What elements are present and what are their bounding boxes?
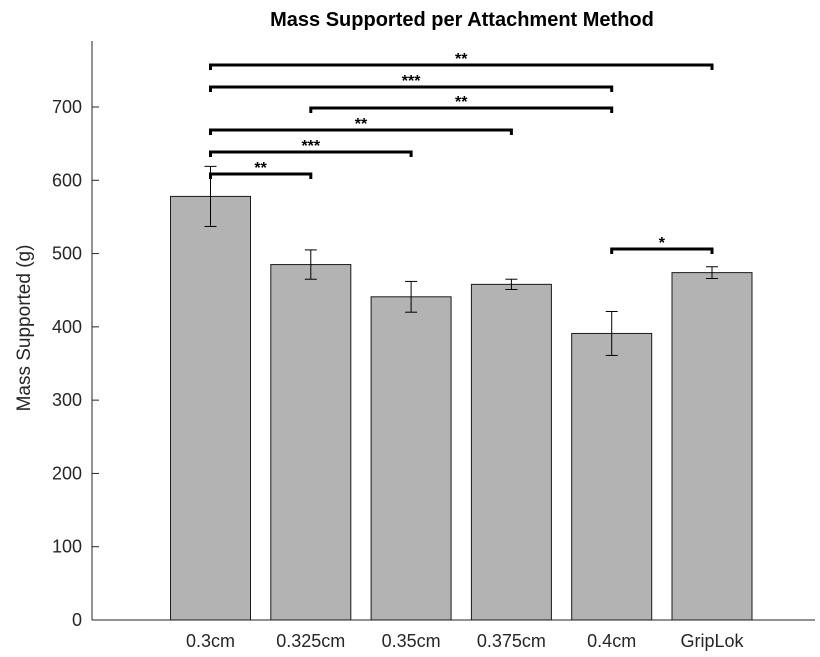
y-tick-label: 500 (52, 244, 82, 264)
x-tick-label: 0.325cm (276, 631, 345, 651)
significance-bracket (209, 128, 513, 135)
bar (571, 332, 653, 621)
x-tick-label: 0.3cm (186, 631, 235, 651)
x-tick-label: 0.375cm (477, 631, 546, 651)
significance-bracket (209, 172, 313, 179)
y-tick-label: 300 (52, 390, 82, 410)
significance-bracket (309, 106, 614, 113)
y-tick-label: 100 (52, 537, 82, 557)
chart-title: Mass Supported per Attachment Method (270, 9, 654, 31)
y-tick-label: 400 (52, 317, 82, 337)
bar (671, 272, 753, 621)
significance-label: ** (254, 160, 267, 177)
bar (470, 283, 552, 621)
significance-label: ** (455, 94, 468, 111)
significance-bracket (209, 150, 413, 157)
bar (170, 195, 251, 621)
y-tick-label: 600 (52, 170, 82, 190)
significance-label: ** (355, 116, 368, 133)
significance-label: *** (301, 138, 320, 155)
significance-label: * (659, 235, 666, 252)
significance-bracket (209, 63, 714, 70)
y-tick-label: 700 (52, 97, 82, 117)
y-axis-label: Mass Supported (g) (14, 245, 35, 412)
significance-bracket (610, 247, 714, 254)
significance-bracket (209, 85, 614, 92)
y-tick-label: 0 (72, 610, 82, 630)
bar (370, 296, 452, 621)
significance-label: *** (402, 73, 421, 90)
bar (270, 264, 352, 621)
x-tick-label: GripLok (680, 631, 744, 651)
x-tick-label: 0.35cm (382, 631, 441, 651)
significance-label: ** (455, 51, 468, 68)
x-tick-label: 0.4cm (587, 631, 636, 651)
y-tick-label: 200 (52, 463, 82, 483)
